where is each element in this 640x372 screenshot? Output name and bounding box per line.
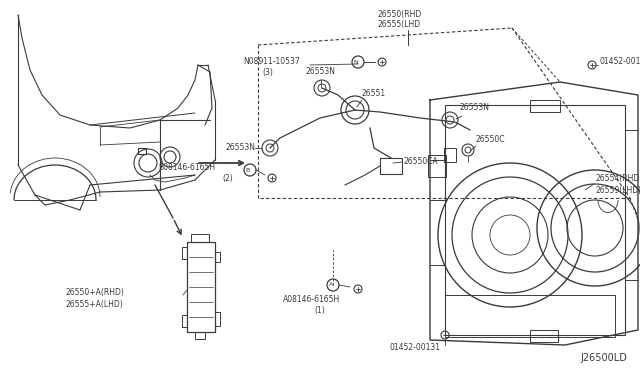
Text: J26500LD: J26500LD [580, 353, 627, 363]
Bar [187, 242, 215, 332]
Text: (3): (3) [262, 68, 273, 77]
Text: 01452-00131: 01452-00131 [390, 343, 441, 353]
Text: 26555(LHD: 26555(LHD [378, 20, 421, 29]
Bar [182, 247, 187, 259]
Bar [380, 158, 402, 174]
Bar [444, 148, 456, 162]
Text: B08146-6165H: B08146-6165H [158, 164, 215, 173]
Bar [195, 332, 205, 339]
Text: A: A [329, 282, 333, 288]
Bar [191, 234, 209, 242]
Bar [215, 312, 220, 326]
Text: 26553N: 26553N [460, 103, 490, 112]
Text: 26553N: 26553N [225, 144, 255, 153]
Text: A08146-6165H: A08146-6165H [284, 295, 340, 305]
Bar [182, 315, 187, 327]
Text: B: B [246, 167, 250, 173]
Bar [138, 148, 146, 154]
Text: 26559(LHD): 26559(LHD) [595, 186, 640, 195]
Text: 26550+A(RHD): 26550+A(RHD) [65, 288, 124, 296]
Text: 26551: 26551 [362, 90, 386, 99]
Text: (2): (2) [222, 174, 233, 183]
Bar [530, 100, 560, 112]
Text: 26550(RHD: 26550(RHD [378, 10, 422, 19]
Text: (1): (1) [315, 307, 325, 315]
Text: N08911-10537: N08911-10537 [243, 58, 300, 67]
Bar [530, 330, 558, 342]
Text: 26550CA: 26550CA [404, 157, 439, 167]
Bar [215, 252, 220, 262]
Text: 26553N: 26553N [305, 67, 335, 77]
Bar [428, 155, 446, 177]
Bar [445, 295, 615, 337]
Bar [445, 105, 625, 335]
Text: N: N [354, 60, 358, 64]
Text: 26555+A(LHD): 26555+A(LHD) [65, 299, 123, 308]
Text: 26550C: 26550C [476, 135, 506, 144]
Text: 26554(RHD): 26554(RHD) [595, 173, 640, 183]
Text: 01452-00131: 01452-00131 [600, 58, 640, 67]
